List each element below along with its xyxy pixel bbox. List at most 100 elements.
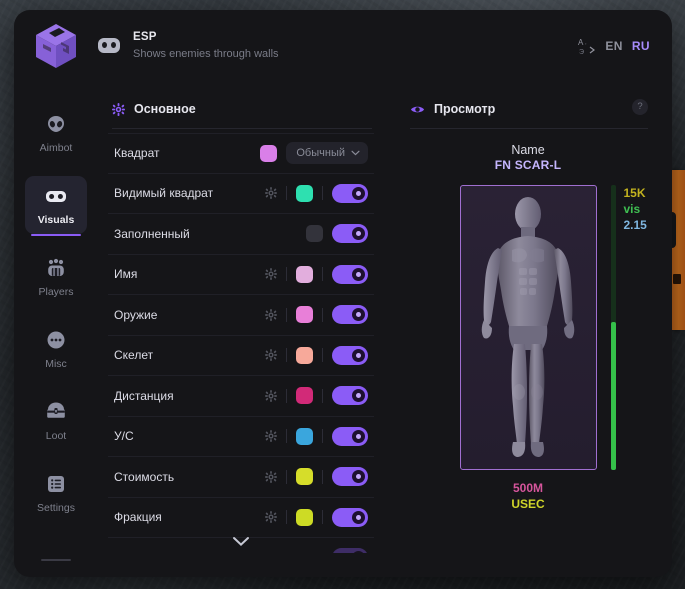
toggle-switch[interactable]: [332, 224, 368, 244]
esp-stat-ratio: 2.15: [623, 217, 647, 232]
settings-row-controls: Обычный: [260, 142, 368, 165]
settings-rows-scroll[interactable]: Квадрат Обычный Видимый квадрат Заполненн…: [108, 133, 374, 553]
dropdown-value: Обычный: [296, 147, 345, 160]
control-divider: [322, 429, 323, 444]
esp-distance-label: 500M: [512, 481, 544, 495]
settings-row-label: Квадрат: [114, 146, 160, 161]
row-gear-icon[interactable]: [265, 268, 277, 281]
box-style-dropdown[interactable]: Обычный: [286, 142, 368, 165]
row-gear-icon[interactable]: [265, 389, 277, 402]
sidebar-item-loot[interactable]: Loot: [25, 392, 87, 450]
settings-row-controls: [265, 426, 368, 446]
toggle-switch[interactable]: [332, 264, 368, 284]
settings-row-controls: [265, 183, 368, 203]
settings-row-controls: [265, 386, 368, 406]
color-swatch[interactable]: [260, 144, 278, 162]
toggle-knob: [352, 267, 365, 281]
row-gear-icon[interactable]: [265, 430, 277, 443]
settings-row-label: Оружие: [114, 307, 158, 322]
color-swatch[interactable]: [296, 427, 313, 445]
esp-stat-vis: vis: [623, 201, 641, 216]
color-swatch[interactable]: [296, 468, 313, 486]
sidebar-item-aimbot[interactable]: Aimbot: [25, 104, 87, 162]
module-info: ESP Shows enemies through walls: [98, 30, 279, 62]
cheat-menu-window: ESP Shows enemies through walls A , Э EN…: [14, 10, 672, 577]
control-divider: [286, 469, 287, 484]
control-divider: [286, 267, 287, 282]
toggle-knob: [352, 470, 365, 484]
toggle-knob: [352, 551, 365, 553]
sidebar-item-visuals[interactable]: Visuals: [25, 176, 87, 236]
alien-icon: [46, 113, 66, 135]
control-divider: [286, 186, 287, 201]
help-badge[interactable]: ?: [632, 99, 648, 115]
toggle-knob: [352, 308, 365, 322]
color-swatch[interactable]: [296, 508, 313, 526]
toggle-switch[interactable]: [332, 345, 368, 365]
row-gear-icon[interactable]: [265, 349, 277, 362]
settings-row-label: Фракция: [114, 510, 162, 525]
chevron-down-icon: [351, 150, 360, 156]
color-swatch[interactable]: [306, 225, 323, 243]
esp-bottom-labels: 500M USEC: [406, 481, 650, 512]
row-gear-icon[interactable]: [265, 470, 277, 483]
background-orange-tab: [669, 170, 685, 330]
sidebar-item-settings[interactable]: Settings: [25, 464, 87, 522]
control-divider: [286, 510, 287, 525]
esp-stat-value: 15K: [623, 186, 646, 200]
cube-logo-sg-icon: [36, 24, 76, 68]
settings-panel: Основное Квадрат Обычный Видимый квадрат …: [98, 98, 388, 577]
control-divider: [286, 429, 287, 444]
toggle-knob: [352, 429, 365, 443]
toggle-switch[interactable]: [332, 305, 368, 325]
color-swatch[interactable]: [296, 265, 313, 283]
toggle-switch[interactable]: [332, 467, 368, 487]
player-model-figure: [481, 197, 575, 457]
color-swatch[interactable]: [296, 346, 313, 364]
row-gear-icon[interactable]: [265, 187, 277, 200]
settings-row: Стоимость: [108, 457, 374, 498]
sidebar-item-label: Misc: [45, 357, 67, 370]
color-swatch[interactable]: [296, 184, 313, 202]
sidebar-item-label: Players: [38, 285, 74, 298]
module-title: ESP: [133, 30, 157, 43]
settings-panel-header: Основное: [108, 98, 374, 128]
sidebar-item-misc[interactable]: Misc: [25, 320, 87, 378]
preview-panel-header: Просмотр ?: [406, 98, 650, 128]
toggle-switch[interactable]: [332, 183, 368, 203]
control-divider: [322, 469, 323, 484]
toggle-switch[interactable]: [332, 548, 368, 553]
row-gear-icon[interactable]: [265, 511, 277, 524]
lang-ru-button[interactable]: RU: [631, 39, 650, 53]
toggle-switch[interactable]: [332, 507, 368, 527]
sidebar-drag-handle[interactable]: [41, 559, 71, 561]
preview-panel: Просмотр ? Name FN SCAR-L: [388, 98, 672, 577]
translate-icon: A , Э: [578, 38, 596, 55]
settings-row-controls: [265, 264, 368, 284]
toggle-switch[interactable]: [332, 426, 368, 446]
app-logo: [14, 22, 98, 70]
preview-divider: [410, 128, 648, 129]
row-gear-icon[interactable]: [265, 308, 277, 321]
dots-circle-icon: [46, 329, 66, 351]
preview-panel-title: Просмотр: [434, 102, 496, 116]
settings-row: Заполненный: [108, 214, 374, 255]
language-selector[interactable]: A , Э EN RU: [578, 37, 650, 55]
toggle-knob: [352, 186, 365, 200]
lang-en-button[interactable]: EN: [605, 39, 623, 53]
toggle-knob: [352, 510, 365, 524]
color-swatch[interactable]: [296, 306, 313, 324]
settings-row: Скелет: [108, 336, 374, 376]
settings-panel-title: Основное: [134, 102, 196, 116]
color-swatch[interactable]: [296, 387, 313, 405]
control-divider: [322, 307, 323, 322]
eye-icon: [410, 106, 425, 112]
players-icon: [45, 257, 67, 279]
settings-row: Дистанция: [108, 376, 374, 417]
settings-row: Оружие: [108, 295, 374, 336]
sidebar-item-label: Visuals: [37, 213, 75, 226]
sidebar-item-players[interactable]: Players: [25, 248, 87, 306]
toggle-switch[interactable]: [332, 386, 368, 406]
chevron-down-icon[interactable]: [232, 536, 250, 547]
esp-stats: 15K vis 2.15: [624, 186, 647, 233]
